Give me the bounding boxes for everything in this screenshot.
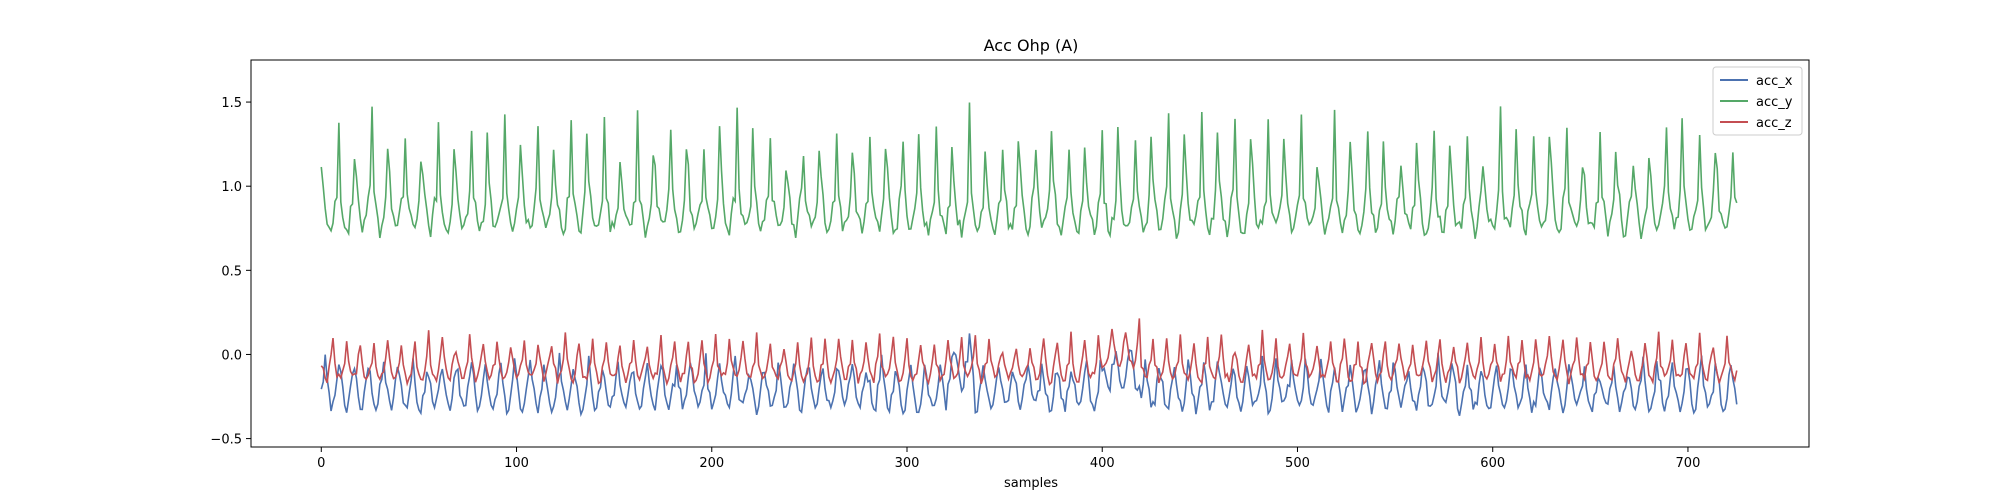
series-layer bbox=[320, 102, 1738, 418]
plot-area bbox=[250, 59, 1810, 448]
legend-label-acc_z: acc_z bbox=[1756, 116, 1792, 131]
series-line-acc_x bbox=[320, 333, 1738, 418]
x-axis-label: samples bbox=[1004, 476, 1058, 491]
x-tick-label: 700 bbox=[1676, 456, 1701, 471]
x-tick-label: 600 bbox=[1480, 456, 1505, 471]
y-tick-label: −0.5 bbox=[210, 433, 242, 448]
x-tick-label: 500 bbox=[1285, 456, 1310, 471]
series-line-acc_y bbox=[320, 102, 1738, 240]
x-tick-label: 200 bbox=[699, 456, 724, 471]
legend-label-acc_y: acc_y bbox=[1756, 95, 1793, 110]
y-tick-label: 1.5 bbox=[221, 96, 242, 111]
y-tick-label: 0.5 bbox=[221, 264, 242, 279]
y-axis-ticks: −0.5 0.0 0.5 1.0 1.5 bbox=[210, 96, 251, 448]
legend-label-acc_x: acc_x bbox=[1756, 74, 1793, 89]
x-tick-label: 400 bbox=[1090, 456, 1115, 471]
x-tick-label: 0 bbox=[317, 456, 325, 471]
x-axis-ticks: 0 100 200 300 400 500 600 700 bbox=[317, 447, 1700, 471]
chart-title: Acc Ohp (A) bbox=[984, 36, 1079, 55]
series-line-acc_z bbox=[320, 318, 1738, 387]
y-tick-label: 0.0 bbox=[221, 348, 242, 363]
legend-box bbox=[1712, 66, 1803, 136]
x-tick-label: 100 bbox=[504, 456, 529, 471]
x-tick-label: 300 bbox=[895, 456, 920, 471]
legend: acc_x acc_y acc_z bbox=[1712, 66, 1803, 136]
y-tick-label: 1.0 bbox=[221, 180, 242, 195]
